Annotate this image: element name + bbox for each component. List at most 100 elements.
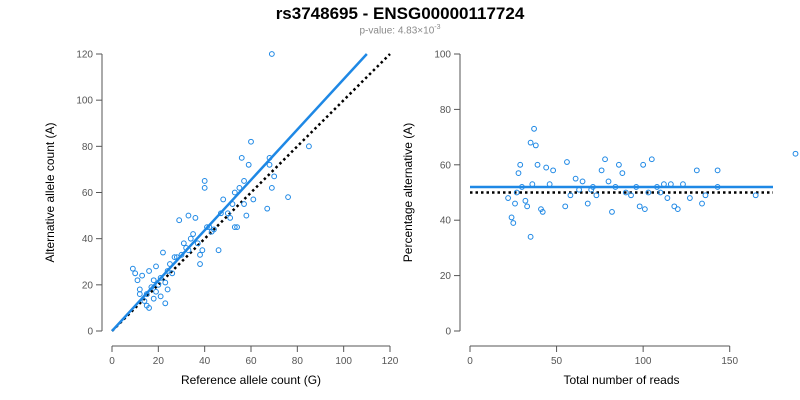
left-data-point — [285, 194, 291, 201]
left-y-tick-label: 80 — [82, 142, 94, 153]
right-data-point — [702, 192, 709, 199]
right-y-tick-label: 60 — [440, 160, 452, 171]
left-data-point — [169, 270, 176, 277]
left-data-point — [146, 305, 152, 311]
right-data-point — [590, 184, 596, 190]
right-data-point — [562, 203, 569, 210]
right-data-point — [576, 186, 582, 193]
left-x-tick-label: 120 — [382, 356, 399, 367]
left-y-tick-label: 20 — [82, 280, 94, 291]
left-data-point — [173, 254, 180, 261]
left-data-point — [266, 154, 273, 161]
right-y-axis-title: Percentage alternative (A) — [401, 123, 415, 262]
right-data-point — [519, 184, 525, 190]
right-x-axis-title: Total number of reads — [563, 373, 679, 387]
right-data-point — [628, 192, 634, 199]
right-data-point — [648, 156, 655, 163]
right-data-point — [505, 195, 511, 201]
left-data-point — [238, 154, 245, 161]
right-data-point — [529, 181, 536, 188]
right-data-point — [527, 139, 534, 146]
right-data-point — [654, 184, 660, 190]
right-data-point — [693, 167, 700, 174]
left-data-point — [231, 224, 238, 231]
right-data-point — [602, 156, 608, 163]
left-data-point — [164, 268, 171, 274]
left-data-point — [229, 201, 236, 207]
right-data-point — [543, 164, 550, 171]
left-data-point — [199, 247, 206, 254]
left-data-point — [264, 205, 271, 212]
left-data-point — [185, 247, 192, 254]
left-data-point — [143, 291, 150, 297]
right-data-point — [579, 178, 586, 185]
left-data-point — [134, 277, 141, 284]
right-x-tick-label: 50 — [551, 356, 563, 367]
right-data-point — [598, 167, 605, 174]
right-data-point — [546, 181, 553, 188]
left-data-point — [250, 196, 257, 203]
left-data-point — [136, 291, 143, 297]
right-data-point — [512, 200, 518, 207]
left-x-axis-title: Reference allele count (G) — [181, 373, 321, 387]
left-data-point — [162, 279, 169, 286]
right-data-point — [671, 203, 678, 210]
right-data-point — [605, 178, 612, 185]
left-data-point — [206, 224, 213, 231]
left-y-tick-label: 120 — [76, 50, 93, 61]
left-data-point — [220, 196, 227, 203]
left-x-tick-label: 60 — [245, 356, 257, 367]
left-data-point — [197, 261, 203, 267]
right-data-point — [510, 220, 517, 226]
left-data-point — [180, 240, 187, 247]
left-data-point — [224, 210, 231, 217]
right-data-point — [527, 233, 534, 240]
left-data-point — [268, 184, 275, 191]
left-x-tick-label: 0 — [109, 356, 115, 367]
left-data-point — [204, 224, 210, 231]
right-data-point — [612, 184, 619, 190]
right-data-point — [532, 142, 539, 149]
right-data-point — [686, 195, 693, 201]
figure-title: rs3748695 - ENSG00000117724 — [275, 4, 525, 23]
left-data-point — [157, 275, 164, 281]
right-data-point — [567, 192, 574, 199]
p-value-exponent: -3 — [434, 24, 441, 31]
left-data-point — [243, 212, 250, 219]
left-data-point — [231, 189, 238, 196]
left-data-point — [245, 161, 252, 168]
right-data-point — [584, 200, 591, 207]
left-data-point — [215, 247, 222, 254]
left-data-point — [266, 161, 273, 168]
left-data-point — [241, 201, 247, 207]
left-data-point — [271, 173, 278, 180]
right-y-tick-label: 20 — [440, 271, 452, 282]
right-data-point — [522, 197, 529, 204]
left-data-point — [217, 210, 224, 217]
right-data-point — [534, 161, 541, 168]
right-data-point — [636, 203, 643, 210]
left-data-point — [129, 265, 136, 272]
figure-subtitle: p-value: 4.83×10-3 — [0, 24, 800, 36]
p-value-text: p-value: 4.83×10 — [359, 25, 435, 37]
right-data-point — [593, 192, 600, 199]
right-data-point — [664, 195, 671, 201]
left-data-point — [197, 251, 203, 258]
left-data-point — [146, 268, 152, 274]
right-data-point — [616, 161, 622, 168]
right-y-tick-label: 80 — [440, 105, 452, 116]
left-y-tick-label: 60 — [82, 188, 94, 199]
right-data-point — [641, 206, 648, 213]
left-data-point — [150, 295, 157, 302]
right-data-point — [674, 206, 681, 213]
left-x-tick-label: 40 — [199, 356, 211, 367]
right-data-point — [539, 208, 546, 215]
left-data-point — [268, 51, 275, 57]
left-data-point — [185, 212, 192, 219]
right-data-point — [515, 170, 522, 177]
right-data-point — [524, 203, 531, 210]
left-data-point — [162, 300, 169, 307]
right-data-point — [619, 170, 626, 177]
left-data-point — [139, 272, 146, 279]
